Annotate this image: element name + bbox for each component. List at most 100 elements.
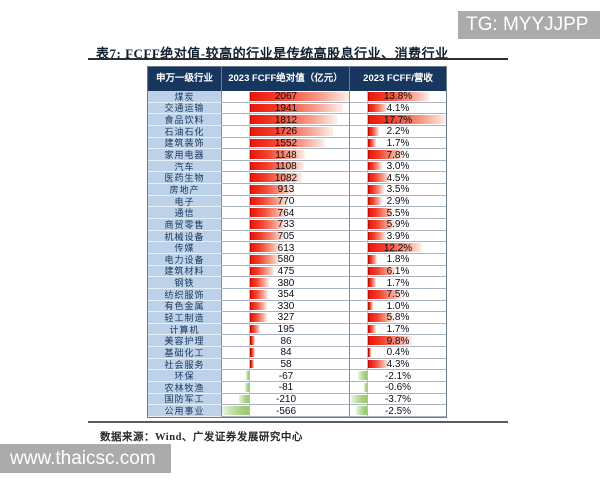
table-header-row: 申万一级行业 2023 FCFF绝对值（亿元） 2023 FCFF/营收 — [148, 67, 446, 91]
fcff-bar — [250, 103, 343, 113]
margin-positive-zone — [368, 359, 446, 371]
industry-cell: 汽车 — [148, 160, 222, 173]
margin-value: 5.9% — [386, 219, 410, 231]
fcff-value: -210 — [275, 393, 296, 405]
margin-value: 1.7% — [386, 277, 410, 289]
fcff-value: 84 — [280, 347, 292, 359]
header-fcff-margin: 2023 FCFF/营收 — [363, 73, 433, 84]
margin-bar — [368, 278, 377, 287]
table-row: 建筑装饰 1552 1.7% — [148, 137, 446, 150]
industry-cell: 传媒 — [148, 242, 222, 254]
margin-negative-zone — [350, 277, 368, 289]
industry-cell: 社会服务 — [148, 358, 222, 371]
margin-positive-zone — [368, 405, 446, 417]
fcff-positive-zone — [250, 288, 350, 301]
margin-value: 13.8% — [383, 91, 413, 103]
margin-bar — [368, 115, 446, 124]
table-row: 纺织服饰 354 7.5% — [148, 288, 446, 301]
fcff-bar — [250, 301, 267, 311]
margin-bar — [368, 348, 371, 357]
margin-value: 7.5% — [386, 289, 410, 301]
table-row: 环保 -67 -2.1% — [148, 370, 446, 383]
fcff-positive-zone — [250, 242, 350, 254]
fcff-value: 354 — [277, 289, 295, 301]
margin-value: 3.5% — [386, 184, 410, 196]
fcff-bar — [222, 406, 249, 415]
margin-negative-zone — [350, 253, 368, 266]
fcff-value: 1148 — [275, 149, 297, 161]
fcff-value: 913 — [277, 184, 295, 196]
industry-cell: 建筑装饰 — [148, 137, 222, 150]
table-row: 基础化工 84 0.4% — [148, 347, 446, 359]
margin-value: 1.8% — [386, 254, 410, 266]
table-row: 煤炭 2067 13.8% — [148, 91, 446, 103]
industry-cell: 环保 — [148, 370, 222, 383]
fcff-positive-zone — [250, 114, 350, 126]
margin-value: 6.1% — [386, 265, 410, 277]
margin-negative-zone — [350, 242, 368, 254]
table-row: 汽车 1108 3.0% — [148, 160, 446, 173]
fcff-positive-zone — [250, 160, 350, 173]
industry-cell: 国防军工 — [148, 393, 222, 406]
fcff-negative-zone — [222, 347, 250, 359]
margin-bar — [356, 406, 367, 415]
fcff-value: 733 — [277, 219, 295, 231]
fcff-value: 764 — [277, 207, 295, 219]
fcff-negative-zone — [222, 91, 250, 103]
margin-bar — [368, 266, 396, 276]
margin-negative-zone — [350, 265, 368, 278]
margin-negative-zone — [350, 230, 368, 243]
fcff-positive-zone — [250, 91, 350, 103]
fcff-positive-zone — [250, 335, 350, 348]
margin-bar — [368, 324, 377, 334]
margin-positive-zone — [368, 254, 446, 266]
margin-negative-zone — [350, 335, 368, 348]
table-row: 商贸零售 733 5.9% — [148, 219, 446, 231]
margin-negative-zone — [350, 370, 368, 383]
margin-positive-zone — [368, 149, 446, 161]
table-row: 建筑材料 475 6.1% — [148, 265, 446, 278]
table-row: 社会服务 58 4.3% — [148, 358, 446, 371]
fcff-bar — [250, 231, 285, 241]
fcff-value: 86 — [280, 335, 292, 347]
fcff-positive-zone — [250, 382, 350, 394]
margin-bar — [368, 92, 429, 101]
fcff-value: 770 — [277, 196, 295, 208]
fcff-positive-zone — [250, 184, 350, 196]
table-row: 电子 770 2.9% — [148, 195, 446, 208]
watermark-bottom-left: www.thaicsc.com — [0, 444, 171, 473]
fcff-positive-zone — [250, 347, 350, 359]
margin-positive-zone — [368, 370, 446, 383]
fcff-value: 330 — [277, 300, 295, 312]
margin-negative-zone — [350, 300, 368, 313]
fcff-negative-zone — [222, 277, 250, 289]
industry-cell: 农林牧渔 — [148, 382, 222, 394]
fcff-bar — [250, 336, 256, 346]
margin-bar — [368, 150, 403, 159]
fcff-negative-zone — [222, 102, 250, 115]
margin-positive-zone — [368, 277, 446, 289]
fcff-negative-zone — [222, 288, 250, 301]
fcff-value: 380 — [277, 277, 295, 289]
margin-negative-zone — [350, 172, 368, 185]
margin-positive-zone — [368, 196, 446, 208]
fcff-bar — [250, 208, 288, 218]
table-caption: 表7: FCFF绝对值-较高的行业是传统高股息行业、消费行业 — [96, 46, 449, 61]
fcff-negative-zone — [222, 230, 250, 243]
margin-value: 3.0% — [386, 161, 410, 173]
margin-negative-zone — [350, 195, 368, 208]
margin-value: 2.2% — [386, 126, 410, 138]
fcff-bar — [250, 278, 269, 287]
fcff-negative-zone — [222, 137, 250, 150]
margin-bar — [368, 336, 412, 346]
margin-negative-zone — [350, 312, 368, 324]
fcff-value: 327 — [277, 312, 295, 324]
industry-cell: 食品饮料 — [148, 114, 222, 126]
fcff-bar — [250, 324, 261, 334]
table-bottom-rule — [88, 421, 508, 423]
table-row: 有色金属 330 1.0% — [148, 300, 446, 313]
margin-bar — [368, 243, 423, 252]
table-body: 煤炭 2067 13.8% 交通运输 1941 4.1% 食品饮料 1812 17.7% 石油石化… — [148, 91, 446, 417]
fcff-negative-zone — [222, 335, 250, 348]
table-row: 房地产 913 3.5% — [148, 184, 446, 196]
